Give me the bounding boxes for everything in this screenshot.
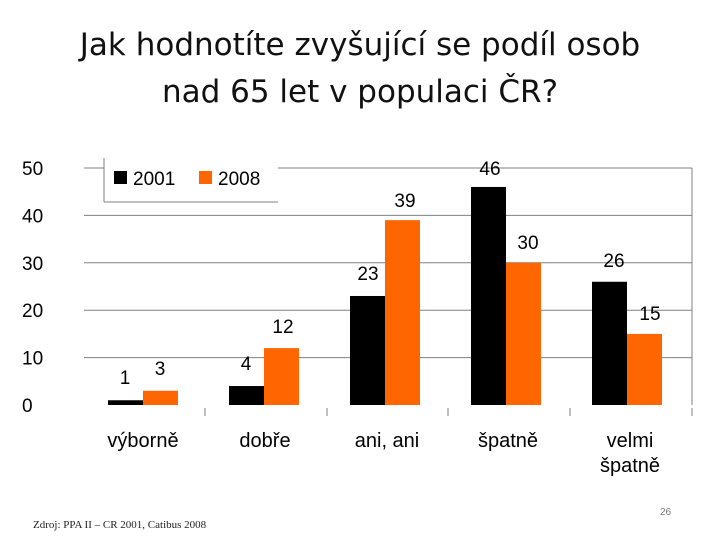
bar-2001 <box>229 386 264 405</box>
y-tick-label: 40 <box>22 206 43 227</box>
data-label-2008: 15 <box>639 304 660 325</box>
x-category-label: výborně <box>107 430 178 452</box>
bar-2008 <box>143 390 178 405</box>
legend-label-2001: 2001 <box>133 169 175 190</box>
legend-swatch-2008 <box>199 171 212 184</box>
legend-swatch-2001 <box>114 171 127 184</box>
y-tick-label: 0 <box>22 396 33 417</box>
y-tick-label: 50 <box>22 159 43 180</box>
x-category-label-line: špatně <box>478 430 538 452</box>
bar-2001 <box>592 281 627 405</box>
data-label-2008: 12 <box>272 317 293 338</box>
chart-bars <box>108 186 662 405</box>
bar-2001 <box>108 400 143 405</box>
x-category-label: špatně <box>478 430 538 452</box>
x-category-label-line: dobře <box>239 430 290 452</box>
x-category-label-line: špatně <box>600 455 660 477</box>
x-category-label: dobře <box>239 430 290 452</box>
y-axis: 0 10 20 30 40 50 <box>22 159 43 417</box>
y-tick-label: 30 <box>22 254 43 275</box>
bar-2008 <box>264 348 299 405</box>
y-tick-label: 20 <box>22 301 43 322</box>
data-label-2001: 1 <box>120 368 131 389</box>
data-label-2001: 4 <box>241 354 252 375</box>
x-category-label-line: ani, ani <box>355 430 420 452</box>
data-label-2001: 26 <box>603 251 624 272</box>
data-label-2008: 30 <box>517 233 538 254</box>
x-axis: výborně dobře ani, ani špatně velmi špatně <box>107 408 693 477</box>
data-label-2008: 39 <box>394 191 415 212</box>
bar-2001 <box>471 186 506 405</box>
data-label-2001: 46 <box>479 159 500 180</box>
slide-title: Jak hodnotíte zvyšující se podíl osob na… <box>0 22 720 116</box>
source-note: Zdroj: PPA II – CR 2001, Catibus 2008 <box>33 519 207 531</box>
bar-chart: 0 10 20 30 40 50 1 3 4 12 23 39 46 30 26 15 výborně dob… <box>22 158 693 477</box>
data-label-2008: 3 <box>155 359 166 380</box>
x-category-label: ani, ani <box>355 430 420 452</box>
x-category-label: velmi špatně <box>600 430 660 477</box>
bar-2001 <box>350 295 385 405</box>
data-label-2001: 23 <box>357 264 378 285</box>
page-number: 26 <box>660 507 672 518</box>
bar-2008 <box>506 262 541 405</box>
data-labels: 1 3 4 12 23 39 46 30 26 15 <box>120 159 661 389</box>
legend-label-2008: 2008 <box>218 169 260 190</box>
slide-title-line-2: nad 65 let v populaci ČR? <box>161 74 559 110</box>
bar-2008 <box>627 333 662 405</box>
bar-2008 <box>385 220 420 405</box>
legend-box <box>104 158 278 202</box>
x-category-label-line: velmi <box>607 430 654 452</box>
chart-legend: 2001 2008 <box>103 158 278 203</box>
y-tick-label: 10 <box>22 349 43 370</box>
x-category-label-line: výborně <box>107 430 178 452</box>
slide-title-line-1: Jak hodnotíte zvyšující se podíl osob <box>79 27 641 63</box>
